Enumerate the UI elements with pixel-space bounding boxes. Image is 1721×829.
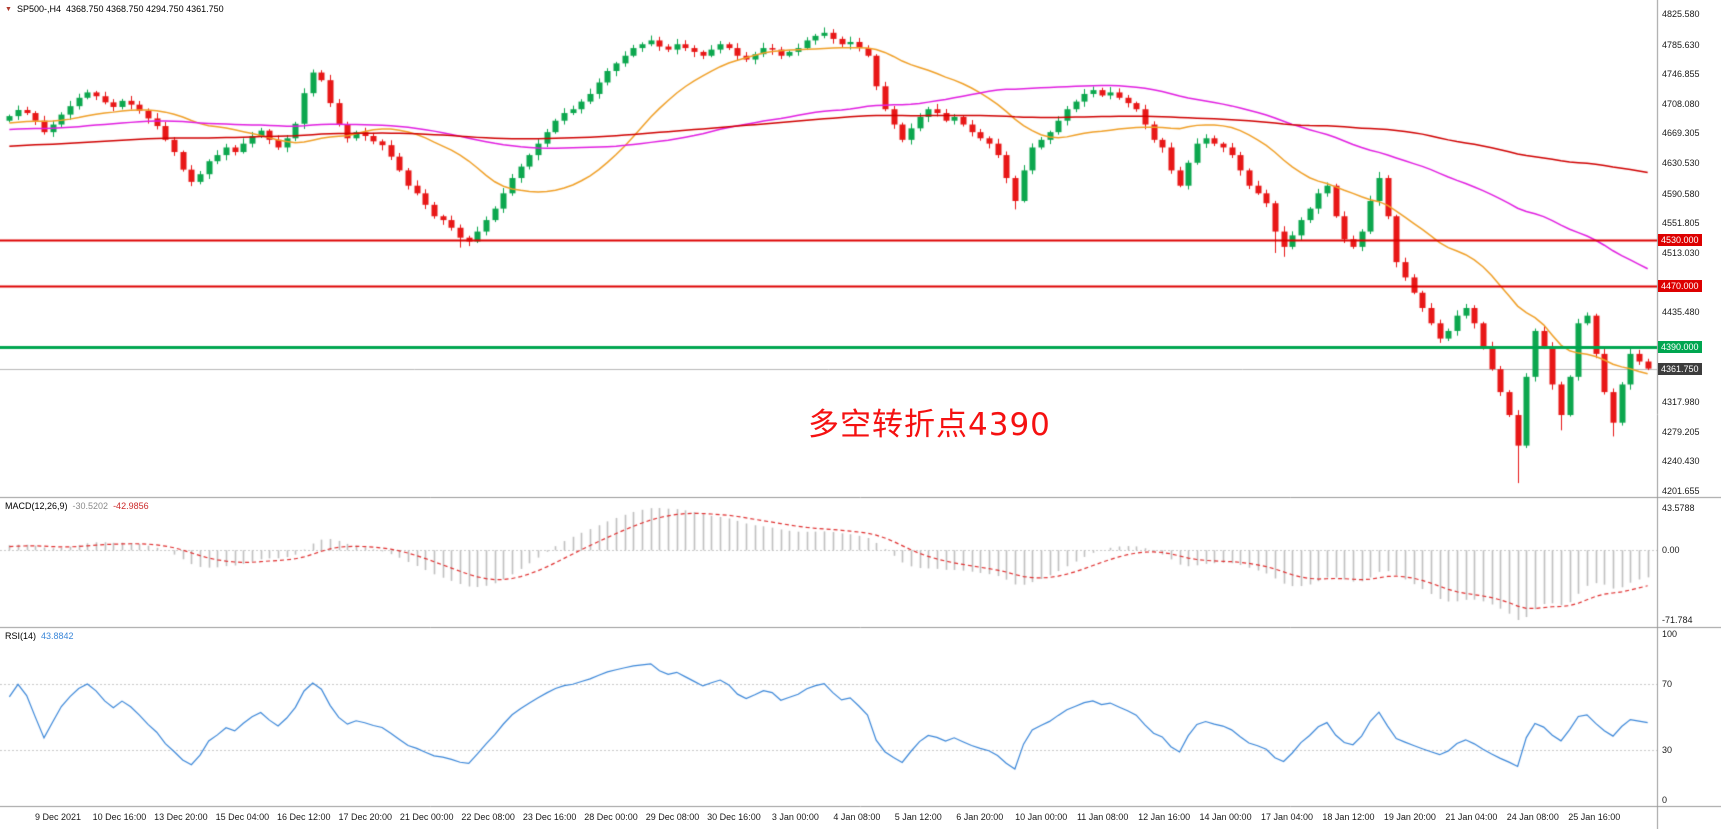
time-tick-label: 13 Dec 20:00 [154,812,208,822]
annotation-text[interactable]: 多空转折点4390 [808,407,1051,443]
price-tick-label: 4825.580 [1662,9,1700,19]
price-tick-label: 4435.480 [1662,307,1700,318]
time-tick-label: 5 Jan 12:00 [894,812,942,822]
price-tick-label: 4279.205 [1662,426,1700,437]
time-tick-label: 25 Jan 16:00 [1568,812,1621,822]
price-tick-label: 4785.630 [1662,39,1700,50]
price-tick-label: 4317.980 [1662,397,1700,408]
rsi-value: 43.8842 [41,631,74,641]
price-tick-label: 4240.430 [1662,456,1700,467]
macd-tick-label: 0.00 [1662,545,1680,556]
price-tick-label: 4201.655 [1662,485,1700,496]
time-tick-label: 10 Dec 16:00 [92,812,147,822]
level-price-label[interactable]: 4390.000 [1658,341,1702,353]
time-tick-label: 16 Dec 12:00 [277,812,331,822]
macd-label: MACD(12,26,9) [5,501,68,511]
level-price-label[interactable]: 4530.000 [1658,233,1702,246]
time-tick-label: 17 Dec 20:00 [338,812,393,822]
time-tick-label: 24 Jan 08:00 [1506,812,1559,822]
chart-title: ▼ SP500-,H4 4368.750 4368.750 4294.750 4… [5,4,224,14]
rsi-indicator-header: RSI(14) 43.8842 [5,631,74,641]
time-tick-label: 19 Jan 20:00 [1383,812,1436,822]
rsi-tick-label: 30 [1662,745,1673,756]
time-tick-label: 22 Dec 08:00 [461,812,515,822]
time-tick-label: 21 Jan 04:00 [1445,812,1498,822]
time-tick-label: 18 Jan 12:00 [1322,812,1375,822]
time-tick-label: 3 Jan 00:00 [771,812,819,822]
level-price-label[interactable]: 4470.000 [1658,279,1702,292]
macd-main-value: -30.5202 [72,501,109,511]
price-tick-label: 4513.030 [1662,247,1700,258]
time-tick-label: 30 Dec 16:00 [707,812,761,822]
macd-tick-label: 43.5788 [1662,503,1695,513]
rsi-label: RSI(14) [5,631,37,641]
rsi-tick-label: 100 [1662,629,1678,639]
price-tick-label: 4669.305 [1662,128,1700,139]
price-tick-label: 4630.530 [1662,158,1700,169]
time-tick-label: 9 Dec 2021 [34,812,82,822]
ohlc-readout: 4368.750 4368.750 4294.750 4361.750 [65,4,224,14]
price-tick-label: 4590.580 [1662,188,1700,199]
symbol-timeframe-label: SP500-,H4 [16,4,61,14]
price-tick-label: 4708.080 [1662,98,1700,109]
time-tick-label: 10 Jan 00:00 [1015,812,1068,822]
time-tick-label: 14 Jan 00:00 [1199,812,1252,822]
symbol-dropdown-icon[interactable]: ▼ [5,5,12,13]
time-tick-label: 15 Dec 04:00 [215,812,270,822]
time-tick-label: 11 Jan 08:00 [1076,812,1129,822]
time-tick-label: 17 Jan 04:00 [1260,812,1314,822]
price-tick-label: 4551.805 [1662,218,1700,229]
macd-indicator-header: MACD(12,26,9) -30.5202 -42.9856 [5,501,149,511]
macd-tick-label: -71.784 [1662,615,1693,625]
time-tick-label: 23 Dec 16:00 [522,812,577,822]
time-tick-label: 12 Jan 16:00 [1138,812,1191,822]
current-price-label: 4361.750 [1658,362,1702,375]
time-tick-label: 6 Jan 20:00 [956,812,1004,822]
rsi-tick-label: 0 [1662,795,1668,805]
rsi-tick-label: 70 [1662,678,1673,689]
price-tick-label: 4746.855 [1662,69,1700,80]
time-tick-label: 28 Dec 00:00 [584,812,638,822]
time-tick-label: 4 Jan 08:00 [833,812,881,822]
time-tick-label: 21 Dec 00:00 [399,812,454,822]
time-tick-label: 29 Dec 08:00 [645,812,700,822]
macd-signal-value: -42.9856 [113,501,149,511]
